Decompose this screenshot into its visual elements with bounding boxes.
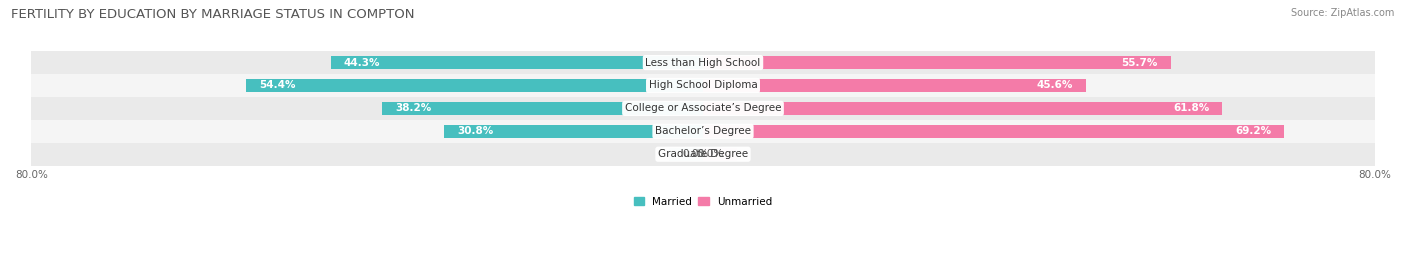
Text: 38.2%: 38.2% xyxy=(395,103,432,114)
Bar xyxy=(444,125,703,138)
Bar xyxy=(669,148,703,161)
Text: College or Associate’s Degree: College or Associate’s Degree xyxy=(624,103,782,114)
Bar xyxy=(31,143,1375,166)
Text: 55.7%: 55.7% xyxy=(1122,58,1159,68)
Bar xyxy=(31,120,1375,143)
Bar xyxy=(703,56,1171,69)
Bar xyxy=(332,56,703,69)
Text: High School Diploma: High School Diploma xyxy=(648,80,758,90)
Text: Graduate Degree: Graduate Degree xyxy=(658,149,748,159)
Bar xyxy=(703,125,1284,138)
Bar xyxy=(31,97,1375,120)
Bar xyxy=(703,102,1222,115)
Bar xyxy=(31,51,1375,74)
Bar xyxy=(703,79,1085,92)
Text: 45.6%: 45.6% xyxy=(1036,80,1073,90)
Text: 0.0%: 0.0% xyxy=(697,149,724,159)
Text: FERTILITY BY EDUCATION BY MARRIAGE STATUS IN COMPTON: FERTILITY BY EDUCATION BY MARRIAGE STATU… xyxy=(11,8,415,21)
Bar xyxy=(31,74,1375,97)
Text: 0.0%: 0.0% xyxy=(682,149,709,159)
Text: Less than High School: Less than High School xyxy=(645,58,761,68)
Bar xyxy=(246,79,703,92)
Bar xyxy=(703,148,737,161)
Bar xyxy=(382,102,703,115)
Text: 44.3%: 44.3% xyxy=(343,58,380,68)
Text: Bachelor’s Degree: Bachelor’s Degree xyxy=(655,126,751,136)
Text: 54.4%: 54.4% xyxy=(259,80,295,90)
Text: 69.2%: 69.2% xyxy=(1236,126,1271,136)
Text: Source: ZipAtlas.com: Source: ZipAtlas.com xyxy=(1291,8,1395,18)
Text: 30.8%: 30.8% xyxy=(457,126,494,136)
Text: 61.8%: 61.8% xyxy=(1173,103,1209,114)
Legend: Married, Unmarried: Married, Unmarried xyxy=(630,192,776,211)
